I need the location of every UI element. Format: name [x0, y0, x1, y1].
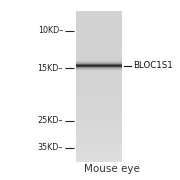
Text: 15KD–: 15KD–	[38, 64, 63, 73]
Text: 25KD–: 25KD–	[37, 116, 63, 125]
Text: BLOC1S1: BLOC1S1	[133, 61, 173, 70]
Text: 10KD–: 10KD–	[38, 26, 63, 35]
Text: 35KD–: 35KD–	[38, 143, 63, 152]
Text: Mouse eye: Mouse eye	[84, 164, 140, 174]
